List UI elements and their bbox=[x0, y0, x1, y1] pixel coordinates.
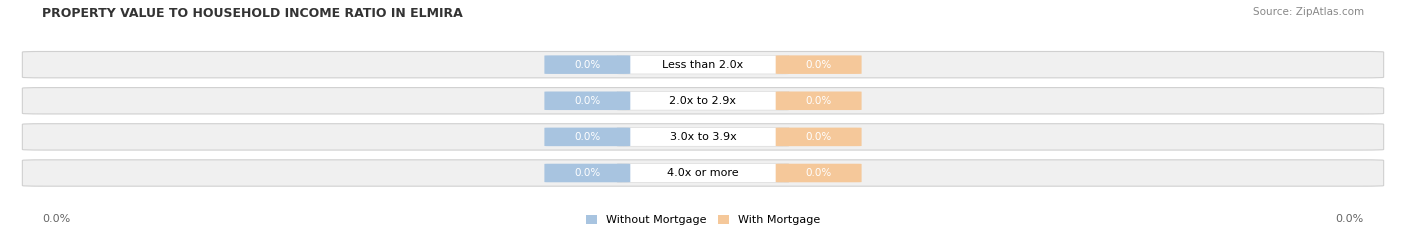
Text: Less than 2.0x: Less than 2.0x bbox=[662, 60, 744, 70]
FancyBboxPatch shape bbox=[544, 55, 630, 74]
FancyBboxPatch shape bbox=[776, 128, 862, 146]
FancyBboxPatch shape bbox=[22, 160, 1384, 186]
Text: Source: ZipAtlas.com: Source: ZipAtlas.com bbox=[1253, 7, 1364, 17]
Text: 3.0x to 3.9x: 3.0x to 3.9x bbox=[669, 132, 737, 142]
Legend: Without Mortgage, With Mortgage: Without Mortgage, With Mortgage bbox=[586, 215, 820, 225]
Text: 0.0%: 0.0% bbox=[806, 132, 832, 142]
Text: 0.0%: 0.0% bbox=[806, 168, 832, 178]
FancyBboxPatch shape bbox=[617, 92, 789, 110]
FancyBboxPatch shape bbox=[776, 164, 862, 182]
Text: 0.0%: 0.0% bbox=[806, 96, 832, 106]
FancyBboxPatch shape bbox=[617, 55, 789, 74]
FancyBboxPatch shape bbox=[22, 88, 1384, 114]
Text: 4.0x or more: 4.0x or more bbox=[668, 168, 738, 178]
Text: 0.0%: 0.0% bbox=[574, 132, 600, 142]
FancyBboxPatch shape bbox=[544, 164, 630, 182]
FancyBboxPatch shape bbox=[617, 164, 789, 182]
FancyBboxPatch shape bbox=[22, 124, 1384, 150]
FancyBboxPatch shape bbox=[617, 128, 789, 146]
FancyBboxPatch shape bbox=[776, 55, 862, 74]
FancyBboxPatch shape bbox=[776, 92, 862, 110]
Text: 0.0%: 0.0% bbox=[574, 96, 600, 106]
Text: 0.0%: 0.0% bbox=[574, 60, 600, 70]
Text: 0.0%: 0.0% bbox=[574, 168, 600, 178]
FancyBboxPatch shape bbox=[544, 128, 630, 146]
Text: 0.0%: 0.0% bbox=[42, 214, 70, 224]
FancyBboxPatch shape bbox=[544, 92, 630, 110]
Text: 2.0x to 2.9x: 2.0x to 2.9x bbox=[669, 96, 737, 106]
Text: PROPERTY VALUE TO HOUSEHOLD INCOME RATIO IN ELMIRA: PROPERTY VALUE TO HOUSEHOLD INCOME RATIO… bbox=[42, 7, 463, 20]
Text: 0.0%: 0.0% bbox=[1336, 214, 1364, 224]
FancyBboxPatch shape bbox=[22, 51, 1384, 78]
Text: 0.0%: 0.0% bbox=[806, 60, 832, 70]
